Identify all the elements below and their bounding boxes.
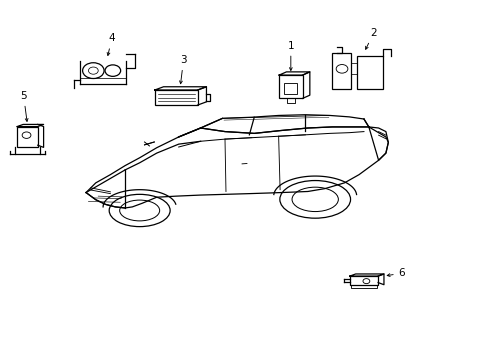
Text: 2: 2 bbox=[365, 28, 376, 49]
Bar bbox=[155, 90, 197, 105]
Bar bbox=[284, 83, 297, 94]
Bar bbox=[350, 285, 376, 288]
Bar bbox=[356, 56, 383, 89]
Text: 6: 6 bbox=[386, 268, 405, 278]
Text: 5: 5 bbox=[20, 91, 28, 121]
Text: 1: 1 bbox=[287, 41, 294, 71]
Text: 3: 3 bbox=[179, 55, 186, 84]
Bar bbox=[279, 75, 302, 98]
Bar bbox=[17, 127, 38, 147]
Bar bbox=[331, 53, 350, 89]
Bar bbox=[349, 276, 377, 285]
Text: 4: 4 bbox=[107, 33, 115, 55]
